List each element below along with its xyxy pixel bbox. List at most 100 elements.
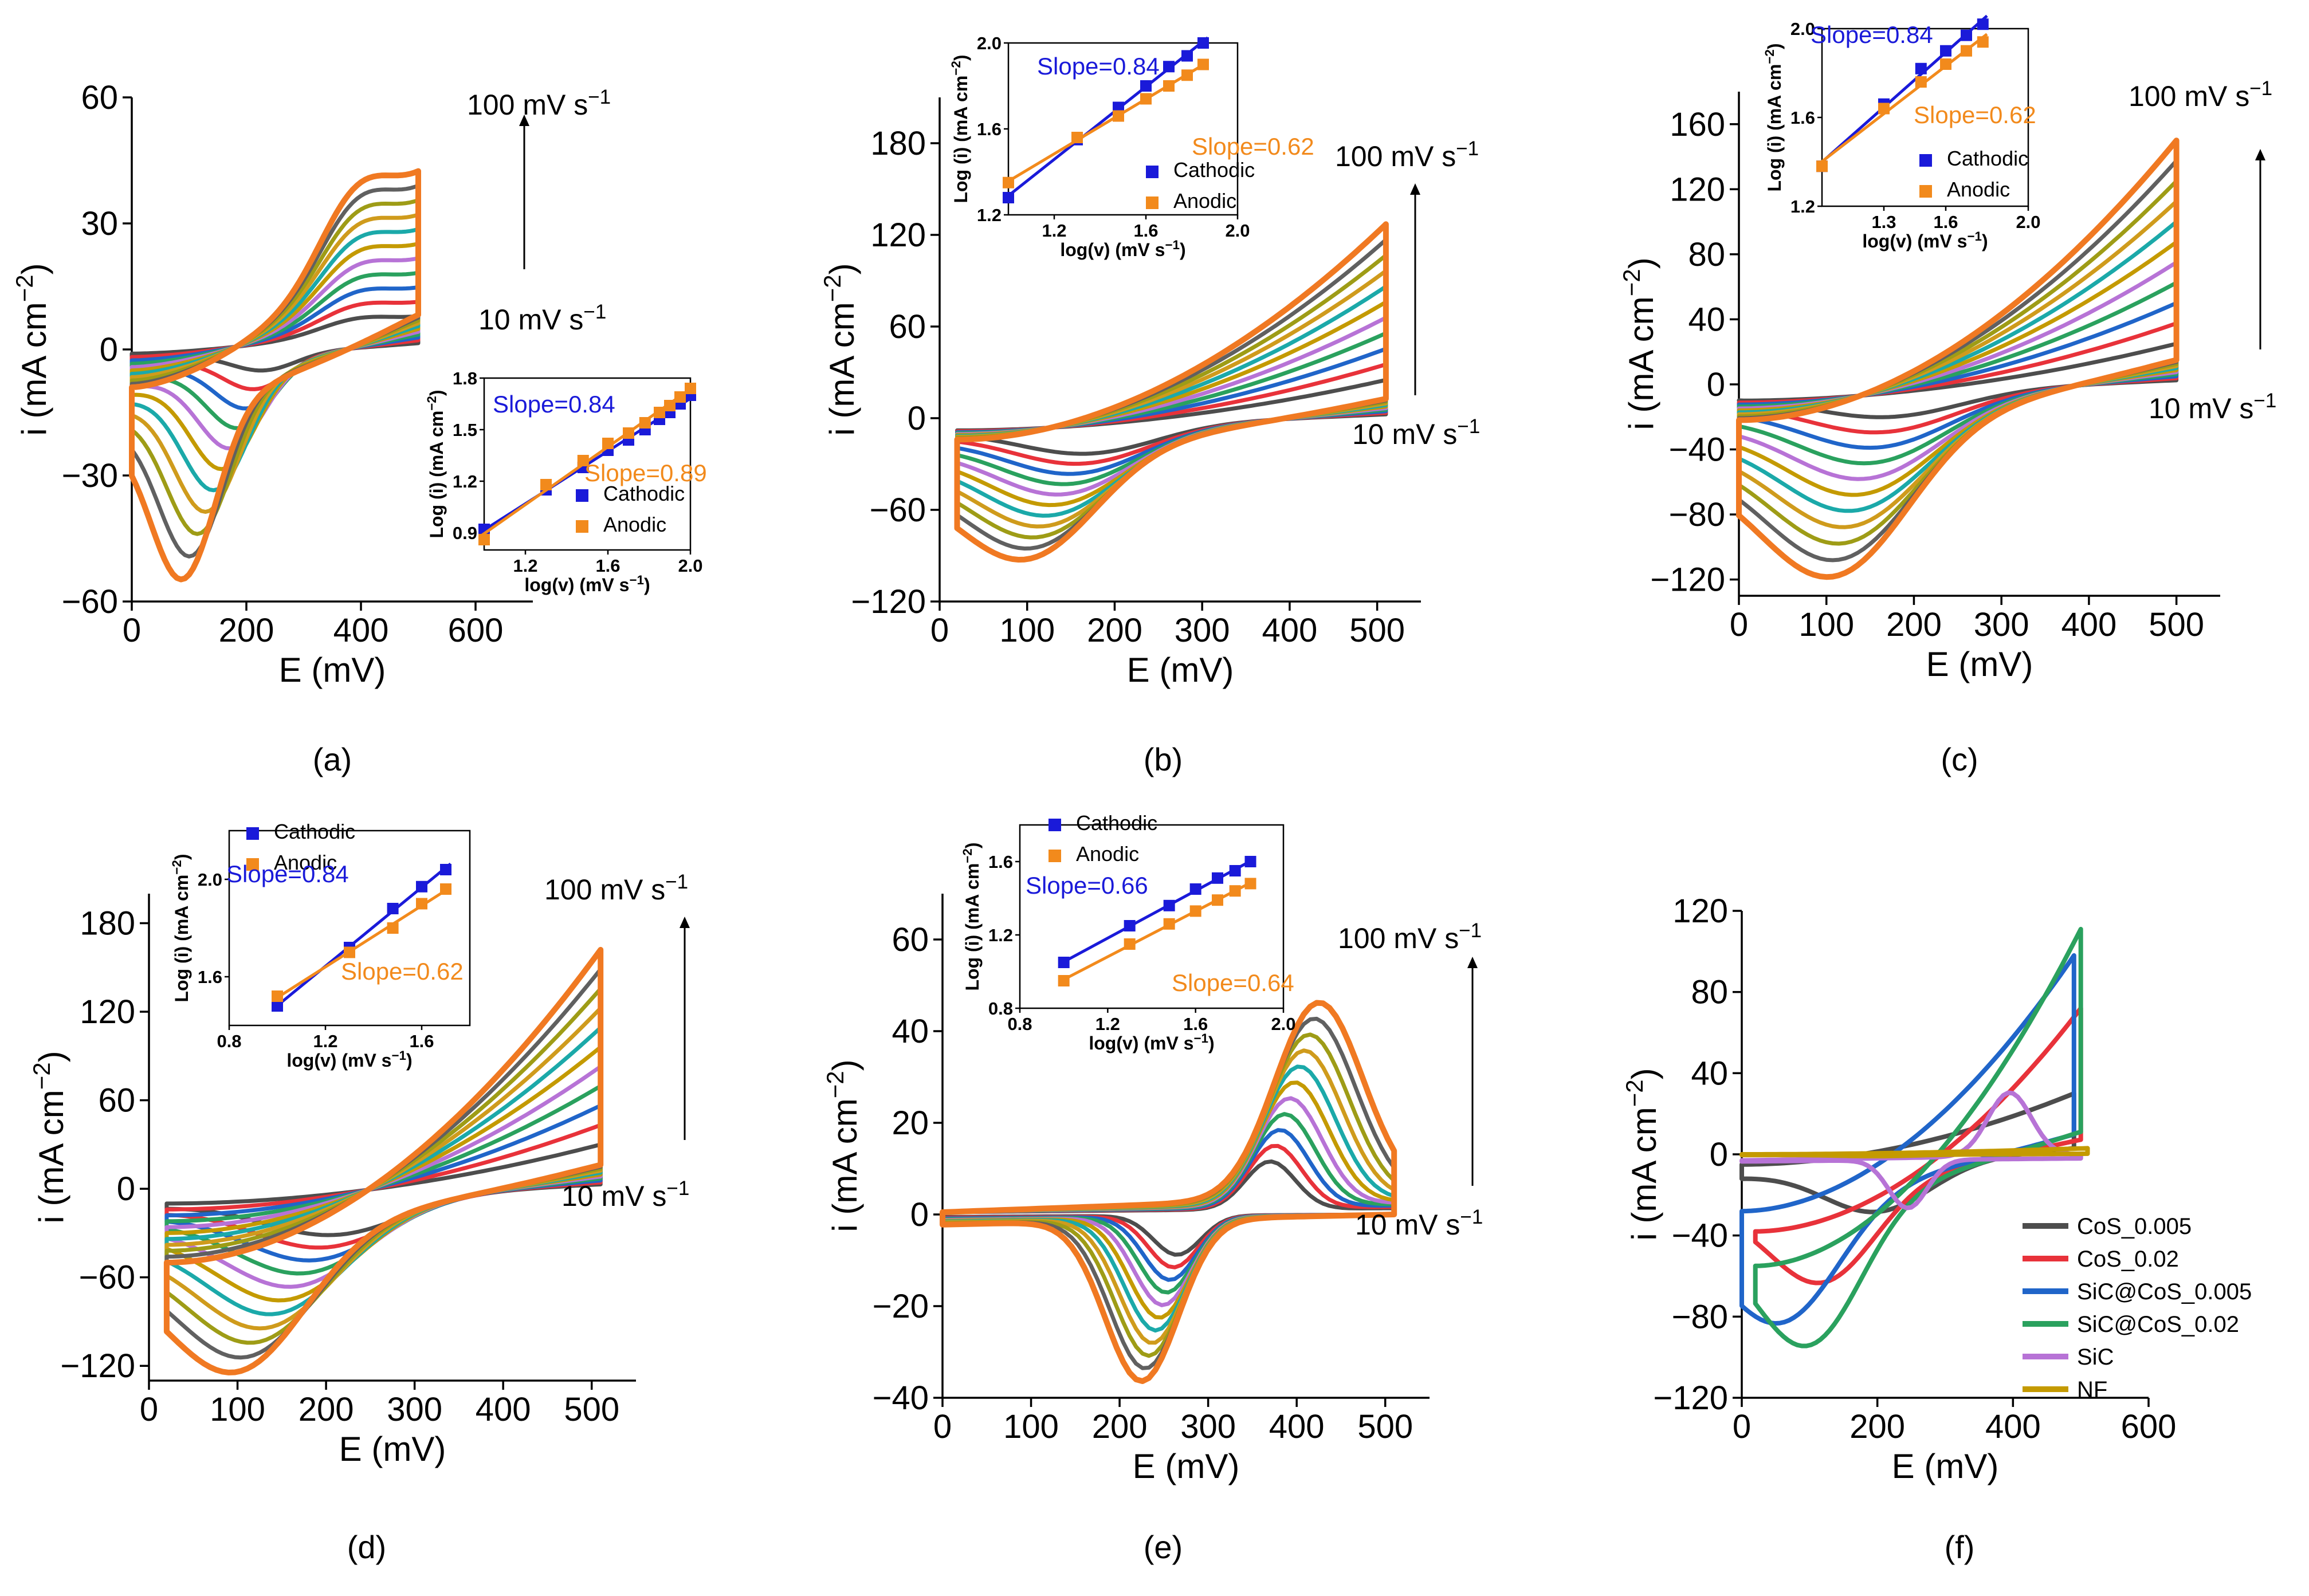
legend-anodic-label: Anodic [1947,178,2010,201]
y-tick-label: 80 [1688,236,1725,273]
inset-anodic-point [1140,93,1152,105]
y-tick-label: 40 [1688,301,1725,338]
x-tick-label: 200 [1092,1408,1148,1445]
y-tick-label: −80 [1669,496,1725,533]
panel-d: 0 100 200 300 400 500 180 120 60 0 −60 −120 E (mV) i … [28,820,690,1565]
inset-anodic-point [1163,80,1175,92]
legend-label: CoS_0.02 [2077,1247,2179,1272]
annotation-top: 100 mV s−1 [1335,137,1479,173]
legend-anodic-label: Anodic [1173,189,1236,213]
legend-anodic-marker [1919,185,1932,198]
inset-cathodic-point [1058,957,1070,968]
inset-anodic-point [1163,918,1175,930]
inset-anodic-point [1915,76,1927,88]
inset-anodic-point [674,391,686,403]
inset-anodic-point [1816,160,1828,172]
inset-anodic-point [540,479,552,490]
y-axis-title: i (mA cm−2) [822,1059,865,1232]
inset-x-tick-label: 2.0 [678,556,702,576]
x-tick-label: 400 [1269,1408,1325,1445]
annotation-bottom: 10 mV s−1 [2149,390,2276,425]
inset-x-tick-label: 2.0 [1271,1014,1295,1034]
annotation-top: 100 mV s−1 [544,871,688,906]
inset-anodic-point [1229,885,1241,897]
cv-curve-100 [129,168,421,583]
y-tick-label: 0 [908,400,926,437]
y-tick-label: 0 [910,1196,929,1233]
inset-frame [1007,42,1239,216]
x-axis-title: E (mV) [1133,1447,1240,1485]
inset-x-tick-label: 1.6 [1133,221,1158,241]
legend-cathodic-label: Cathodic [274,820,355,843]
y-tick-label: 0 [117,1170,135,1208]
legend-cathodic-label: Cathodic [603,482,685,505]
inset-anodic-point [577,455,589,466]
slope-cathodic-label: Slope=0.84 [1811,21,1933,48]
x-tick-label: 200 [299,1391,354,1428]
x-tick-label: 0 [930,612,949,649]
slope-cathodic-label: Slope=0.66 [1026,872,1148,899]
y-tick-label: 180 [870,125,926,162]
x-tick-label: 600 [448,612,504,649]
inset-cathodic-point [1961,29,1972,41]
cv-curve-100 [163,946,604,1375]
inset-x-tick-label: 1.6 [1183,1014,1208,1034]
y-tick-label: −40 [1672,1217,1728,1255]
inset-anodic-point [1977,36,1989,48]
inset-y-tick-label: 0.8 [988,999,1013,1019]
inset-y-tick-label: 0.9 [453,523,477,543]
legend-cathodic-label: Cathodic [1173,158,1255,182]
inset-x-axis-title: log(v) (mV s−1) [1862,229,1988,252]
x-tick-label: 0 [123,612,141,649]
inset-anodic-point [623,427,634,439]
inset-cathodic-point [1124,920,1136,931]
legend-cathodic-marker [1146,166,1159,178]
slope-anodic-label: Slope=0.62 [1914,101,2036,128]
x-tick-label: 0 [1730,606,1748,643]
legend-anodic-marker [246,858,259,871]
cv-curve-SiC@CoS_0.02 [1753,926,2083,1349]
y-tick-label: 0 [1707,366,1725,403]
legend-label: CoS_0.005 [2077,1214,2192,1239]
y-tick-label: −40 [1669,431,1725,469]
inset-anodic-point [1878,103,1890,115]
cv-curve-100 [954,221,1389,563]
y-tick-label: 20 [892,1104,929,1142]
legend-cathodic-marker [1919,154,1932,167]
inset-x-tick-label: 1.6 [1933,212,1958,232]
inset-anodic-point [478,534,490,545]
x-tick-label: 0 [1733,1408,1751,1445]
inset-anodic-point [654,407,665,418]
y-axis-title: i (mA cm−2) [819,263,862,435]
inset-y-axis-title: Log (i) (mA cm−2) [170,854,193,1003]
y-tick-label: −120 [1650,561,1725,599]
legend-cathodic-marker [246,827,259,840]
y-tick-label: 60 [98,1082,135,1119]
y-tick-label: 120 [1672,893,1728,930]
y-tick-label: 80 [1691,974,1728,1011]
inset-cathodic-point [1244,856,1256,867]
panel-label: (a) [313,741,352,777]
inset-y-tick-label: 1.2 [1790,196,1815,217]
y-tick-label: −60 [62,583,118,620]
panel-label: (c) [1941,741,1978,777]
inset-x-tick-label: 2.0 [1225,221,1250,241]
inset-cathodic-point [387,903,399,914]
inset-x-tick-label: 1.2 [513,556,537,576]
inset-anodic-point [344,946,355,958]
inset-anodic-point [664,400,676,411]
inset-y-tick-label: 2.0 [977,33,1002,53]
inset-cathodic-point [1940,45,1951,57]
inset-anodic-point [1212,894,1223,906]
y-tick-label: 0 [100,331,118,368]
x-tick-label: 100 [210,1391,265,1428]
legend-cathodic-marker [1049,819,1061,831]
inset-anodic-point [1197,58,1209,70]
cv-curve-100 [1736,137,2180,580]
x-tick-label: 200 [1849,1408,1905,1445]
x-axis-title: E (mV) [1127,651,1234,689]
panel-a: 0 200 400 600 60 30 0 −30 −60 E (mV) i (mA cm−2) 10… [11,79,707,777]
inset-x-tick-label: 1.3 [1871,212,1896,232]
inset-x-axis-title: log(v) (mV s−1) [1060,238,1185,261]
y-axis-title: i (mA cm−2) [28,1051,71,1223]
